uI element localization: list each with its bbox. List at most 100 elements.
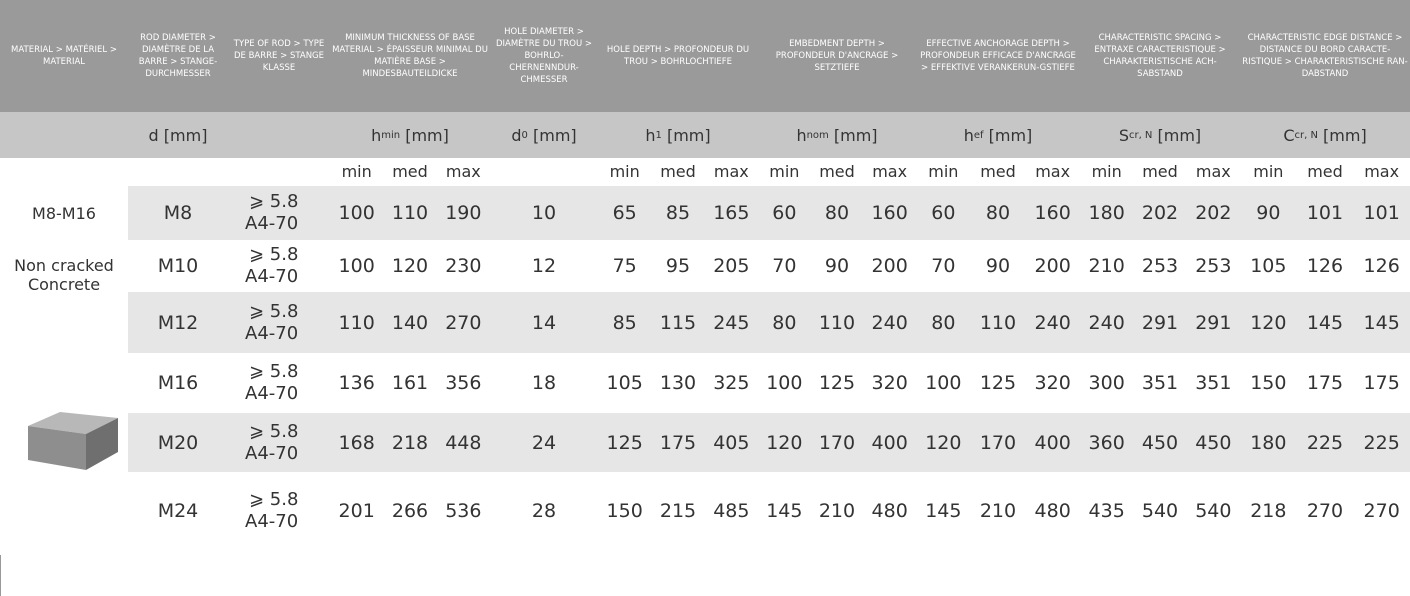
value-cell: 210 <box>971 472 1026 550</box>
subheader: max <box>705 162 758 181</box>
value-cell: 75 <box>598 240 651 292</box>
header-title: CHARACTERISTIC EDGE DISTANCE > DISTANCE … <box>1240 0 1410 112</box>
subheader: min <box>916 162 971 181</box>
value-cell: 105 <box>598 353 651 413</box>
unit-label: [mm] <box>834 126 878 145</box>
value-cell: 225 <box>1353 413 1410 472</box>
value-cell: 120 <box>758 413 811 472</box>
value-cell: 115 <box>651 292 704 353</box>
value-cell: 320 <box>863 353 916 413</box>
value-cell: 480 <box>863 472 916 550</box>
type-line: A4-70 <box>245 213 330 235</box>
type-cell: ⩾ 5.8A4-70 <box>245 244 330 288</box>
value-cell: 480 <box>1025 472 1080 550</box>
value-cell: 150 <box>1240 353 1297 413</box>
type-cell: ⩾ 5.8A4-70 <box>245 191 330 235</box>
value-cell: 360 <box>1080 413 1133 472</box>
value-cell: 291 <box>1187 292 1240 353</box>
value-cell: 145 <box>1353 292 1410 353</box>
value-cell: 351 <box>1187 353 1240 413</box>
value-cell: 65 <box>598 186 651 240</box>
value-cell: 356 <box>437 353 490 413</box>
header-title: HOLE DIAMETER > DIAMÈTRE DU TROU > BOHRL… <box>490 0 598 112</box>
border-line <box>0 555 1 596</box>
type-line: A4-70 <box>245 266 330 288</box>
type-cell: ⩾ 5.8A4-70 <box>245 489 330 533</box>
value-cell: 160 <box>1025 186 1080 240</box>
value-cell: 210 <box>1080 240 1133 292</box>
value-cell: 24 <box>490 413 598 472</box>
value-cell: 110 <box>971 292 1026 353</box>
value-cell: 190 <box>437 186 490 240</box>
value-cell: 110 <box>383 186 436 240</box>
header-title: MINIMUM THICKNESS OF BASE MATERIAL > ÉPA… <box>330 0 490 112</box>
value-cell: 165 <box>705 186 758 240</box>
subheader: max <box>1025 162 1080 181</box>
unit-symbol: S <box>1119 126 1129 145</box>
value-cell: 450 <box>1133 413 1186 472</box>
rod-cell: M12 <box>128 292 228 353</box>
subheader: med <box>811 162 864 181</box>
value-cell: 200 <box>1025 240 1080 292</box>
value-cell: 351 <box>1133 353 1186 413</box>
value-cell: 145 <box>1297 292 1354 353</box>
value-cell: 405 <box>705 413 758 472</box>
value-cell: 450 <box>1187 413 1240 472</box>
value-cell: 80 <box>811 186 864 240</box>
value-cell: 85 <box>651 186 704 240</box>
value-cell: 230 <box>437 240 490 292</box>
type-line: ⩾ 5.8 <box>245 301 330 323</box>
value-cell: 110 <box>811 292 864 353</box>
subheader: max <box>1187 162 1240 181</box>
rod-cell: M24 <box>128 472 228 550</box>
type-line: A4-70 <box>245 511 330 533</box>
type-line: A4-70 <box>245 383 330 405</box>
value-cell: 448 <box>437 413 490 472</box>
value-cell: 90 <box>811 240 864 292</box>
subheader: med <box>1133 162 1186 181</box>
value-cell: 240 <box>1025 292 1080 353</box>
unit-header <box>228 112 330 158</box>
unit-subscript: ef <box>974 130 984 141</box>
value-cell: 210 <box>811 472 864 550</box>
subheader: max <box>863 162 916 181</box>
value-cell: 240 <box>1080 292 1133 353</box>
value-cell: 80 <box>758 292 811 353</box>
value-cell: 70 <box>758 240 811 292</box>
value-cell: 202 <box>1187 186 1240 240</box>
value-cell: 180 <box>1240 413 1297 472</box>
value-cell: 120 <box>916 413 971 472</box>
value-cell: 168 <box>330 413 383 472</box>
value-cell: 90 <box>971 240 1026 292</box>
value-cell: 120 <box>383 240 436 292</box>
value-cell: 60 <box>916 186 971 240</box>
unit-header <box>0 112 128 158</box>
value-cell: 140 <box>383 292 436 353</box>
unit-label: [mm] <box>1158 126 1202 145</box>
type-cell: ⩾ 5.8A4-70 <box>245 361 330 405</box>
header-title: EMBEDMENT DEPTH > PROFONDEUR D'ANCRAGE >… <box>758 0 916 112</box>
value-cell: 270 <box>1297 472 1354 550</box>
value-cell: 540 <box>1133 472 1186 550</box>
value-cell: 202 <box>1133 186 1186 240</box>
value-cell: 300 <box>1080 353 1133 413</box>
value-cell: 245 <box>705 292 758 353</box>
subheader: med <box>651 162 704 181</box>
value-cell: 215 <box>651 472 704 550</box>
value-cell: 200 <box>863 240 916 292</box>
subheader: med <box>383 162 436 181</box>
unit-header: d [mm] <box>128 112 228 158</box>
value-cell: 145 <box>916 472 971 550</box>
header-title: HOLE DEPTH > PROFONDEUR DU TROU > BOHRLO… <box>598 0 758 112</box>
unit-subscript: cr, N <box>1129 130 1152 141</box>
type-line: ⩾ 5.8 <box>245 361 330 383</box>
header-title: CHARACTERISTIC SPACING > ENTRAXE CARACTE… <box>1080 0 1240 112</box>
value-cell: 320 <box>1025 353 1080 413</box>
rod-cell: M10 <box>128 240 228 292</box>
value-cell: 175 <box>1353 353 1410 413</box>
